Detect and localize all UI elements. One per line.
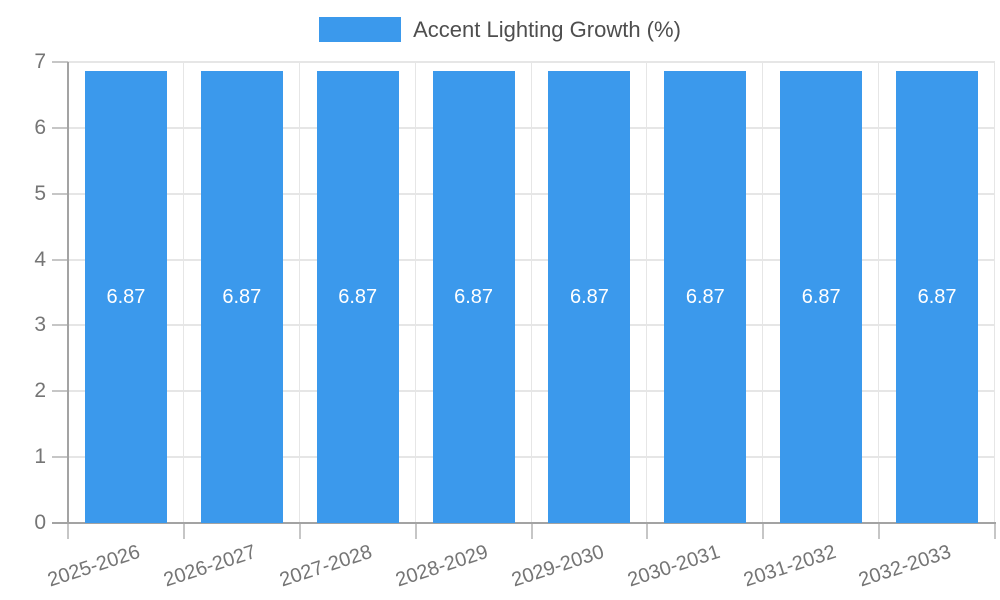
y-tick-label: 3 — [34, 313, 46, 337]
bar-value-label: 6.87 — [454, 285, 494, 308]
y-gridline — [68, 456, 995, 459]
y-axis-tick — [52, 61, 68, 63]
y-gridline — [68, 324, 995, 327]
x-gridline — [646, 62, 648, 523]
x-gridline — [182, 62, 184, 523]
bar-value-label: 6.87 — [338, 285, 378, 308]
x-category-label: 2028-2029 — [392, 540, 491, 592]
x-axis-tick — [298, 523, 301, 539]
legend-swatch — [319, 17, 402, 42]
y-axis-tick — [52, 126, 68, 129]
x-gridline — [878, 62, 880, 523]
y-gridline — [68, 390, 995, 393]
bar-value-label: 6.87 — [685, 285, 725, 308]
y-axis-tick — [52, 456, 68, 459]
x-axis-line — [52, 522, 996, 524]
y-gridline — [68, 61, 995, 63]
x-axis-tick — [182, 523, 185, 539]
y-tick-label: 2 — [34, 379, 46, 403]
legend[interactable]: Accent Lighting Growth (%) — [0, 17, 1000, 42]
x-category-label: 2032-2033 — [856, 540, 955, 592]
y-axis-line — [67, 62, 69, 523]
y-axis-tick — [52, 192, 68, 195]
bar — [432, 70, 515, 523]
bar-value-label: 6.87 — [569, 285, 609, 308]
y-gridline — [68, 258, 995, 261]
bar — [548, 70, 631, 523]
bar — [780, 70, 863, 523]
y-tick-label: 0 — [34, 511, 46, 534]
bar — [84, 70, 167, 523]
legend-label: Accent Lighting Growth (%) — [413, 17, 681, 42]
x-axis-tick — [646, 523, 649, 539]
x-category-label: 2029-2030 — [508, 540, 607, 592]
x-category-label: 2027-2028 — [277, 540, 375, 592]
bar-value-label: 6.87 — [106, 285, 146, 308]
x-gridline — [994, 62, 995, 523]
x-axis-tick — [530, 523, 533, 539]
y-gridline — [68, 126, 995, 129]
x-axis-tick — [762, 523, 765, 539]
y-tick-label: 4 — [34, 247, 46, 271]
bar — [200, 70, 283, 523]
bar-value-label: 6.87 — [917, 285, 957, 308]
x-category-label: 2030-2031 — [624, 540, 723, 592]
x-gridline — [530, 62, 532, 523]
bar-value-label: 6.87 — [801, 285, 841, 308]
x-gridline — [298, 62, 300, 523]
y-axis-tick — [52, 258, 68, 261]
bar — [896, 70, 979, 523]
x-category-label: 2025-2026 — [45, 540, 144, 592]
y-tick-label: 1 — [34, 445, 46, 469]
y-tick-label: 5 — [34, 181, 46, 205]
x-category-label: 2026-2027 — [161, 540, 259, 592]
bar — [664, 70, 747, 523]
y-tick-label: 7 — [34, 50, 46, 73]
y-gridline — [68, 192, 995, 195]
y-axis-tick — [52, 324, 68, 327]
bar — [316, 70, 399, 523]
x-gridline — [414, 62, 416, 523]
x-axis-tick — [414, 523, 417, 539]
x-axis-tick — [67, 523, 69, 539]
bar-value-label: 6.87 — [222, 285, 262, 308]
y-axis-tick — [52, 390, 68, 393]
x-axis-tick — [994, 523, 996, 539]
y-tick-label: 6 — [34, 115, 46, 139]
x-axis-tick — [878, 523, 881, 539]
x-category-label: 2031-2032 — [740, 540, 839, 592]
x-gridline — [762, 62, 764, 523]
